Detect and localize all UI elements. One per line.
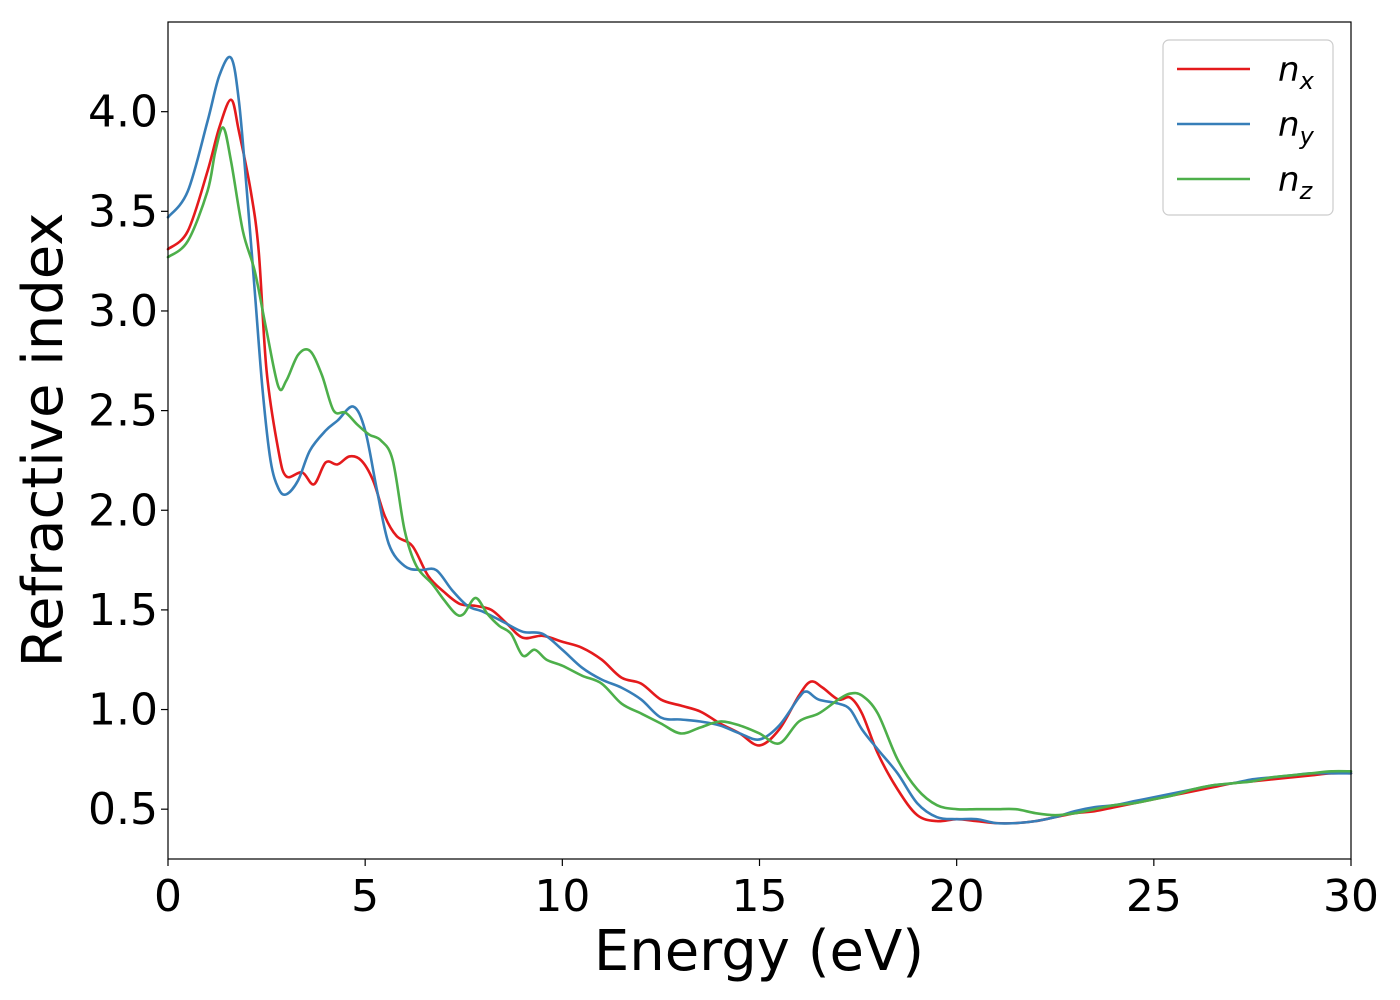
y-tick-label: 2.0 — [88, 485, 158, 536]
y-tick-label: 3.0 — [88, 286, 158, 337]
y-tick-label: 4.0 — [88, 87, 158, 138]
legend-box — [1162, 39, 1334, 216]
y-tick-label: 0.5 — [88, 784, 158, 835]
x-tick-label: 5 — [351, 871, 379, 922]
y-tick-label: 1.5 — [88, 585, 158, 636]
x-tick-label: 10 — [534, 871, 590, 922]
legend-subscript: z — [1299, 177, 1314, 205]
series-line-nx — [166, 98, 1353, 825]
x-tick-label: 25 — [1126, 871, 1182, 922]
y-axis-label: Refractive index — [11, 213, 76, 668]
legend-subscript: y — [1299, 122, 1315, 150]
y-axis-ticks: 0.5 1.0 1.5 2.0 2.5 3.0 3.5 4.0 — [88, 87, 168, 835]
series-layer — [166, 55, 1353, 825]
x-tick-label: 30 — [1323, 871, 1379, 922]
y-tick-label: 1.0 — [88, 685, 158, 736]
y-tick-label: 3.5 — [88, 186, 158, 237]
x-axis-label: Energy (eV) — [594, 919, 924, 984]
x-axis-ticks: 0 5 10 15 20 25 30 — [154, 859, 1379, 922]
x-tick-label: 15 — [732, 871, 788, 922]
x-tick-label: 0 — [154, 871, 182, 922]
series-line-nz — [166, 126, 1353, 817]
y-tick-label: 2.5 — [88, 386, 158, 437]
x-tick-label: 20 — [929, 871, 985, 922]
legend-subscript: x — [1299, 67, 1315, 95]
